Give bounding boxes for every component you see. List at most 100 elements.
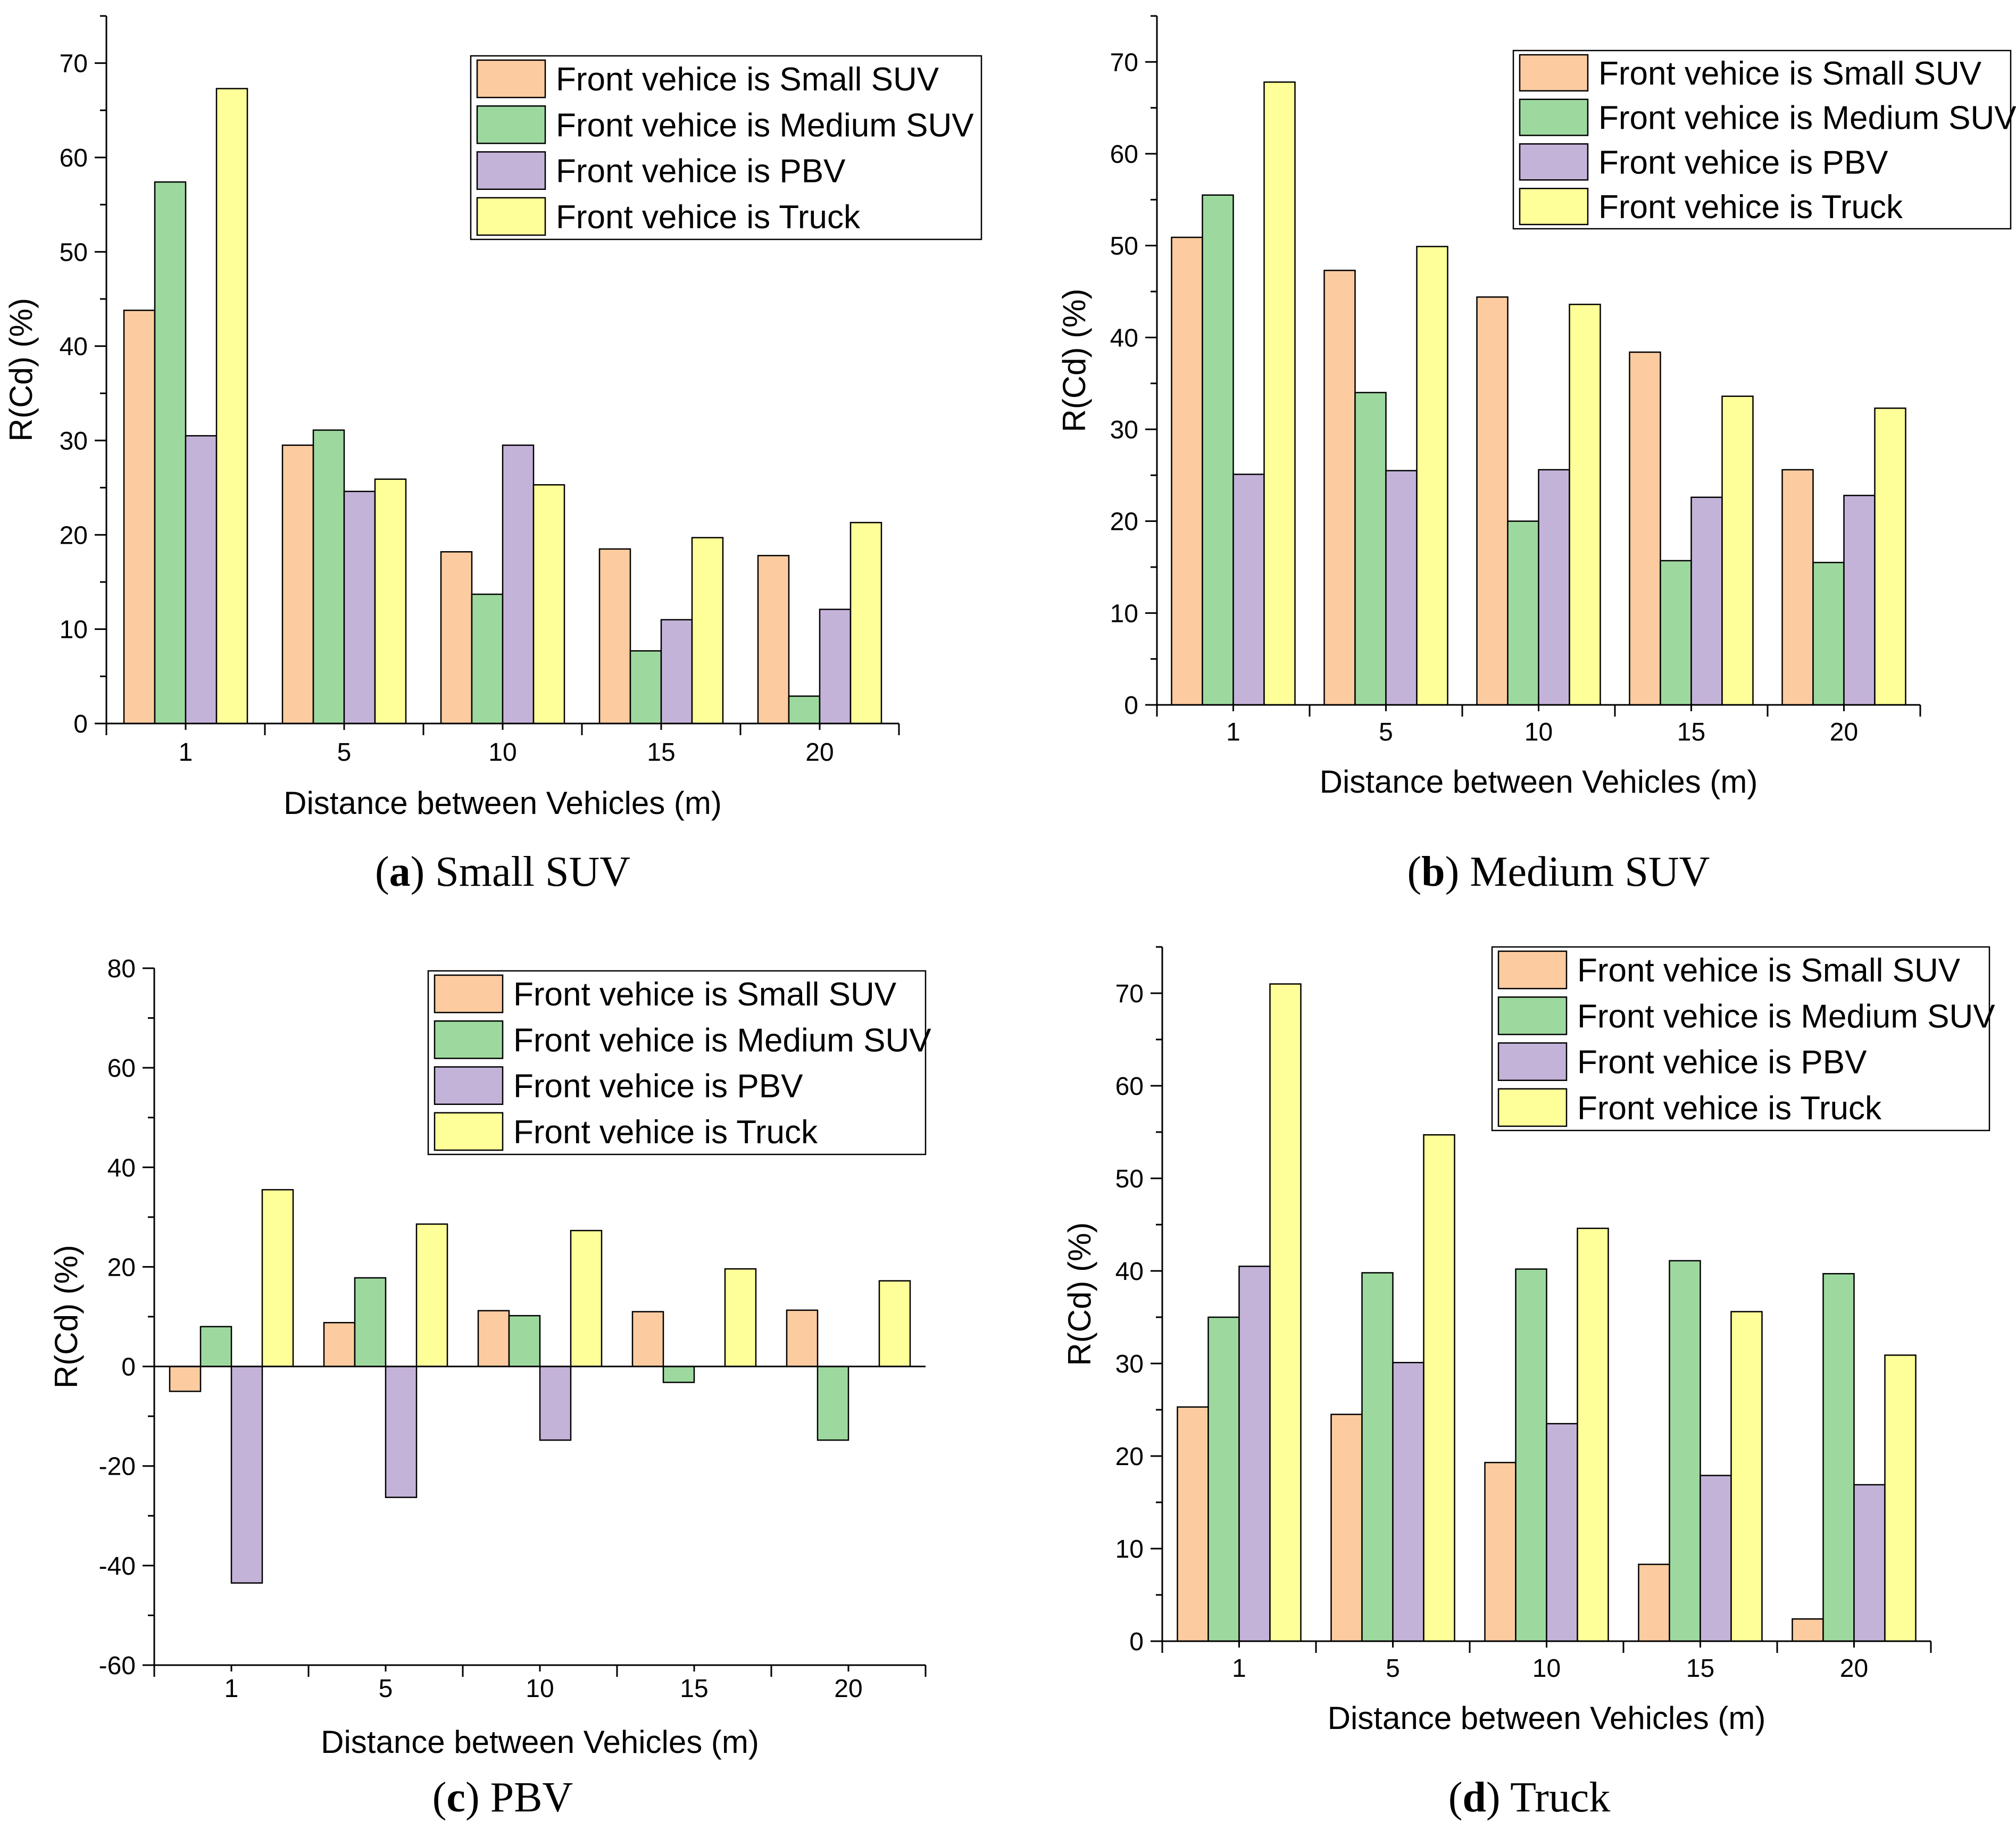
bar-d-s3-c2 [1577,1227,1609,1642]
legend-label-truck: Front vehice is Truck [1577,1090,1882,1127]
x-tick-label: 20 [1830,718,1858,746]
bar-b-s2-c0 [1232,473,1265,706]
x-tick-label: 1 [224,1675,239,1703]
bar-c-s3-c3 [724,1268,757,1367]
y-tick-label: 40 [107,1154,136,1182]
legend-label-pbv: Front vehice is PBV [556,153,846,190]
x-tick-label: 15 [680,1675,708,1703]
bar-c-s2-c1 [385,1366,418,1498]
bar-a-s1-c1 [312,429,345,725]
legend-label-small_suv: Front vehice is Small SUV [556,61,939,98]
legend-label-pbv: Front vehice is PBV [1577,1044,1867,1081]
legend-swatch-medium_suv [476,105,546,144]
bar-a-s3-c2 [532,484,565,725]
caption-text: Truck [1510,1774,1610,1821]
bar-a-s1-c0 [154,181,187,725]
legend: Front vehice is Small SUV Front vehice is… [470,55,982,240]
bar-d-s1-c3 [1669,1260,1701,1642]
bar-a-s1-c4 [788,695,821,725]
x-tick-label: 15 [647,738,675,767]
bar-a-s3-c0 [215,88,248,725]
y-tick-label: 60 [107,1054,136,1083]
bar-b-s2-c3 [1690,496,1723,706]
bar-a-s0-c2 [440,551,473,725]
caption-paren-close: ) [1486,1774,1510,1821]
bar-a-s3-c3 [691,537,724,725]
y-tick-label: 20 [107,1253,136,1282]
bar-d-s2-c4 [1853,1484,1886,1642]
x-axis-title: Distance between Vehicles (m) [1320,764,1758,800]
bar-d-s3-c1 [1423,1134,1455,1642]
bar-a-s3-c4 [849,522,882,725]
legend-label-truck: Front vehice is Truck [513,1114,818,1151]
legend-swatch-pbv [1497,1042,1568,1081]
caption-letter: b [1421,849,1445,895]
bar-b-s1-c4 [1812,562,1845,706]
legend-label-medium_suv: Front vehice is Medium SUV [1577,998,1995,1035]
bar-c-s1-c4 [817,1366,849,1441]
caption-paren-open: ( [1448,1774,1463,1821]
legend-label-medium_suv: Front vehice is Medium SUV [556,107,974,144]
bar-d-s3-c3 [1730,1311,1763,1642]
y-tick-label: 30 [60,427,88,455]
y-tick-label: 10 [60,616,88,644]
bar-c-s1-c0 [199,1326,232,1367]
caption-text: PBV [490,1774,573,1821]
bar-b-s2-c1 [1385,470,1418,706]
x-tick-label: 1 [179,738,193,767]
y-tick-label: 10 [1115,1535,1144,1564]
bar-d-s1-c0 [1207,1316,1240,1642]
legend-swatch-medium_suv [1497,996,1568,1035]
legend-label-small_suv: Front vehice is Small SUV [513,976,897,1013]
y-tick-label: 20 [60,521,88,550]
bar-b-s2-c4 [1843,495,1876,706]
bar-b-s0-c1 [1323,270,1356,706]
bar-a-s0-c0 [123,310,156,725]
bar-b-s1-c2 [1507,520,1539,706]
bar-b-s0-c0 [1171,236,1203,706]
caption-letter: d [1462,1774,1486,1821]
legend-box [470,55,982,240]
legend: Front vehice is Small SUV Front vehice is… [1491,946,1995,1132]
x-tick-label: 5 [1386,1654,1400,1683]
bar-c-s1-c1 [354,1277,387,1367]
legend: Front vehice is Small SUV Front vehice is… [427,970,931,1155]
y-tick-label: 0 [121,1353,136,1382]
x-axis-title: Distance between Vehicles (m) [321,1724,759,1760]
legend-swatch-truck [434,1112,504,1151]
legend-label-pbv: Front vehice is PBV [513,1068,803,1105]
bar-c-s0-c4 [786,1309,819,1367]
y-tick-label: 60 [1115,1072,1144,1101]
bar-b-s3-c2 [1569,303,1601,706]
bar-c-s0-c2 [477,1310,510,1367]
x-tick-label: 20 [805,738,834,767]
y-tick-label: 80 [107,955,136,983]
bar-d-s1-c4 [1822,1273,1855,1642]
bar-a-s3-c1 [374,478,407,725]
bar-b-s3-c3 [1721,395,1754,706]
bar-a-s2-c3 [660,619,693,725]
bar-d-s0-c0 [1177,1406,1209,1642]
x-axis-title: Distance between Vehicles (m) [1328,1700,1766,1736]
bar-d-s3-c0 [1269,983,1302,1642]
bar-c-s0-c0 [169,1366,202,1392]
x-tick-label: 20 [1840,1654,1868,1683]
bar-d-s0-c3 [1638,1564,1670,1642]
legend-label-small_suv: Front vehice is Small SUV [1598,55,1982,92]
x-tick-label: 15 [1686,1654,1714,1683]
legend-swatch-medium_suv [1519,98,1589,136]
bar-a-s2-c0 [185,435,218,725]
x-axis-title: Distance between Vehicles (m) [284,785,722,821]
bar-b-s0-c3 [1629,351,1661,706]
y-tick-label: 0 [1129,1628,1144,1656]
legend-label-pbv: Front vehice is PBV [1598,144,1888,181]
legend-box [1491,946,1990,1132]
bar-c-s2-c0 [230,1366,263,1584]
y-tick-label: 30 [1110,416,1138,444]
bar-d-s0-c4 [1792,1618,1824,1642]
bar-b-s3-c1 [1416,246,1448,706]
